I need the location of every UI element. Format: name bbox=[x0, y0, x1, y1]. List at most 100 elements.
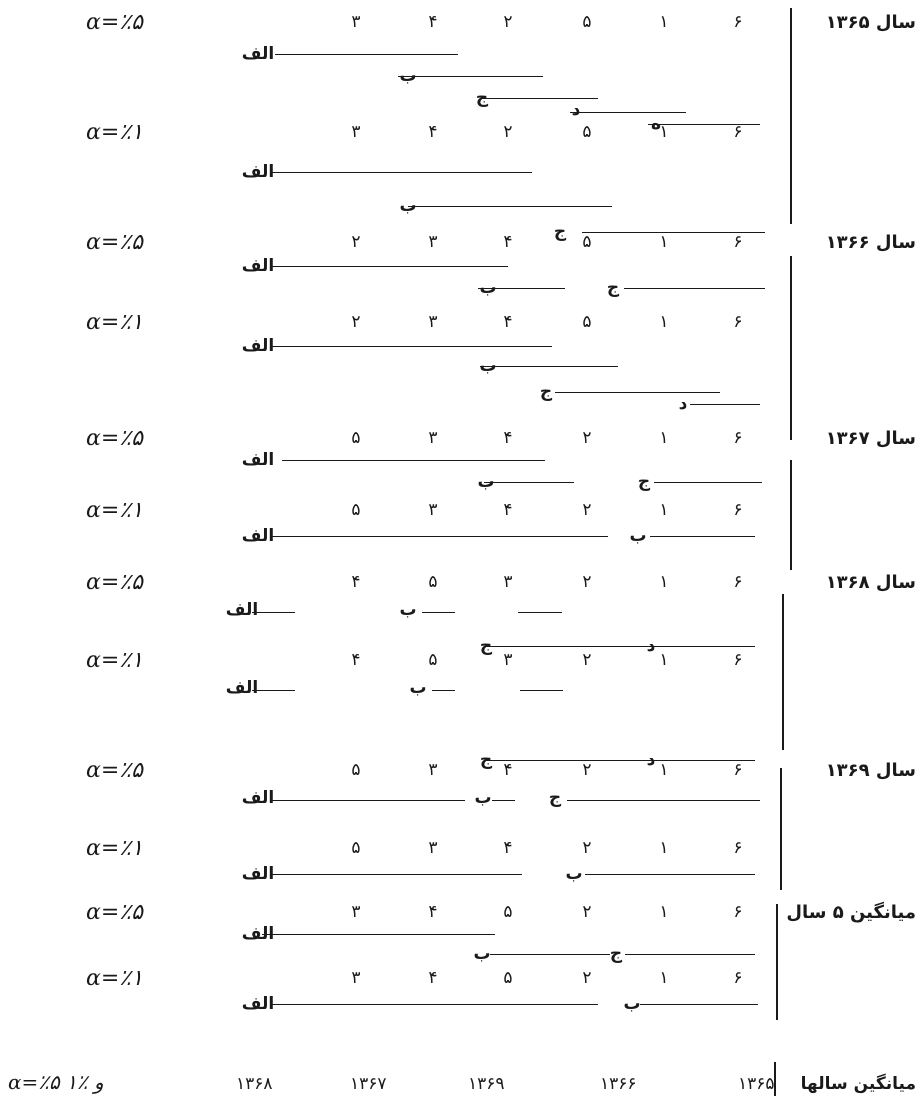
rank-number: ۶ bbox=[733, 122, 743, 142]
group-label: ب bbox=[479, 278, 497, 298]
group-line bbox=[582, 232, 765, 233]
group-line bbox=[408, 206, 612, 207]
rank-number: ۴ bbox=[503, 838, 513, 858]
group-label: ب bbox=[477, 472, 495, 492]
group-line bbox=[520, 690, 563, 691]
group-label: ب bbox=[629, 526, 647, 546]
group-line bbox=[492, 800, 515, 801]
group-label: ج bbox=[637, 472, 651, 492]
group-label: الف bbox=[241, 788, 275, 808]
group-line bbox=[398, 76, 543, 77]
rank-number: ۳ bbox=[428, 312, 438, 332]
alpha-label: α=٪۱ bbox=[86, 836, 143, 861]
group-label: ج bbox=[539, 382, 553, 402]
group-label: د bbox=[571, 100, 581, 120]
group-line bbox=[422, 612, 455, 613]
rank-number: ۱ bbox=[659, 12, 669, 32]
group-line bbox=[567, 800, 760, 801]
group-label: ج bbox=[548, 788, 562, 808]
separator-line bbox=[780, 768, 782, 890]
alpha-label: α=٪۵ bbox=[86, 758, 143, 783]
group-line bbox=[650, 536, 755, 537]
rank-number: ۱ bbox=[659, 838, 669, 858]
alpha-label: α=٪۱ bbox=[86, 648, 143, 673]
rank-number: ۱ bbox=[659, 760, 669, 780]
rank-number: ۵ bbox=[582, 312, 592, 332]
group-line bbox=[272, 266, 508, 267]
group-line bbox=[640, 1004, 758, 1005]
year-label: سال ۱۳۶۸ bbox=[825, 572, 916, 593]
rank-number: ۳ bbox=[351, 122, 361, 142]
separator-line bbox=[790, 460, 792, 570]
rank-number: ۵ bbox=[351, 500, 361, 520]
rank-number: ۶ bbox=[733, 312, 743, 332]
group-line bbox=[272, 172, 532, 173]
footer-year: ۱۳۶۶ bbox=[600, 1074, 637, 1094]
rank-number: ۳ bbox=[351, 12, 361, 32]
group-label: ج bbox=[609, 944, 623, 964]
year-label: سال ۱۳۶۹ bbox=[825, 760, 916, 781]
rank-number: ۲ bbox=[503, 12, 513, 32]
footer-alpha: α=٪۵ و ٪۱ bbox=[8, 1070, 104, 1094]
group-line bbox=[252, 690, 295, 691]
group-label: ب bbox=[473, 944, 491, 964]
year-label: میانگین ۵ سال bbox=[786, 902, 916, 923]
alpha-label: α=٪۱ bbox=[86, 120, 143, 145]
rank-number: ۴ bbox=[503, 232, 513, 252]
rank-number: ۵ bbox=[351, 428, 361, 448]
group-label: ج bbox=[606, 278, 620, 298]
year-label: سال ۱۳۶۶ bbox=[825, 232, 916, 253]
group-label: الف bbox=[241, 864, 275, 884]
rank-number: ۶ bbox=[733, 500, 743, 520]
group-label: ج bbox=[479, 636, 493, 656]
separator-line bbox=[790, 8, 792, 224]
group-label: د bbox=[646, 750, 656, 770]
group-label: ه bbox=[650, 114, 662, 134]
rank-number: ۲ bbox=[582, 838, 592, 858]
alpha-label: α=٪۵ bbox=[86, 10, 143, 35]
group-line bbox=[625, 954, 755, 955]
rank-number: ۴ bbox=[503, 500, 513, 520]
group-line bbox=[555, 392, 720, 393]
rank-number: ۵ bbox=[351, 760, 361, 780]
group-line bbox=[262, 934, 495, 935]
rank-number: ۲ bbox=[582, 428, 592, 448]
group-label: الف bbox=[225, 600, 259, 620]
group-line bbox=[480, 366, 618, 367]
rank-number: ۶ bbox=[733, 838, 743, 858]
group-line bbox=[432, 690, 455, 691]
group-label: الف bbox=[241, 336, 275, 356]
group-label: ج bbox=[553, 222, 567, 242]
group-label: ب bbox=[565, 864, 583, 884]
rank-number: ۴ bbox=[428, 968, 438, 988]
rank-number: ۳ bbox=[351, 968, 361, 988]
footer-label: میانگین سالها bbox=[800, 1074, 916, 1094]
rank-number: ۳ bbox=[428, 232, 438, 252]
group-label: د bbox=[646, 636, 656, 656]
group-line bbox=[570, 112, 686, 113]
rank-number: ۵ bbox=[428, 650, 438, 670]
rank-number: ۶ bbox=[733, 968, 743, 988]
rank-number: ۱ bbox=[659, 428, 669, 448]
alpha-label: α=٪۵ bbox=[86, 426, 143, 451]
rank-number: ۲ bbox=[582, 902, 592, 922]
rank-number: ۵ bbox=[351, 838, 361, 858]
group-line bbox=[272, 800, 465, 801]
group-line bbox=[272, 1004, 598, 1005]
rank-number: ۲ bbox=[582, 968, 592, 988]
footer-year: ۱۳۶۸ bbox=[236, 1074, 273, 1094]
group-label: ب bbox=[399, 600, 417, 620]
rank-number: ۳ bbox=[428, 428, 438, 448]
rank-number: ۶ bbox=[733, 760, 743, 780]
group-label: الف bbox=[225, 678, 259, 698]
group-label: الف bbox=[241, 256, 275, 276]
group-line bbox=[478, 288, 565, 289]
rank-number: ۶ bbox=[733, 650, 743, 670]
rank-number: ۴ bbox=[428, 902, 438, 922]
rank-number: ۲ bbox=[351, 312, 361, 332]
group-label: الف bbox=[241, 924, 275, 944]
footer-year: ۱۳۶۵ bbox=[738, 1074, 775, 1094]
group-line bbox=[252, 612, 295, 613]
separator-line bbox=[790, 256, 792, 440]
